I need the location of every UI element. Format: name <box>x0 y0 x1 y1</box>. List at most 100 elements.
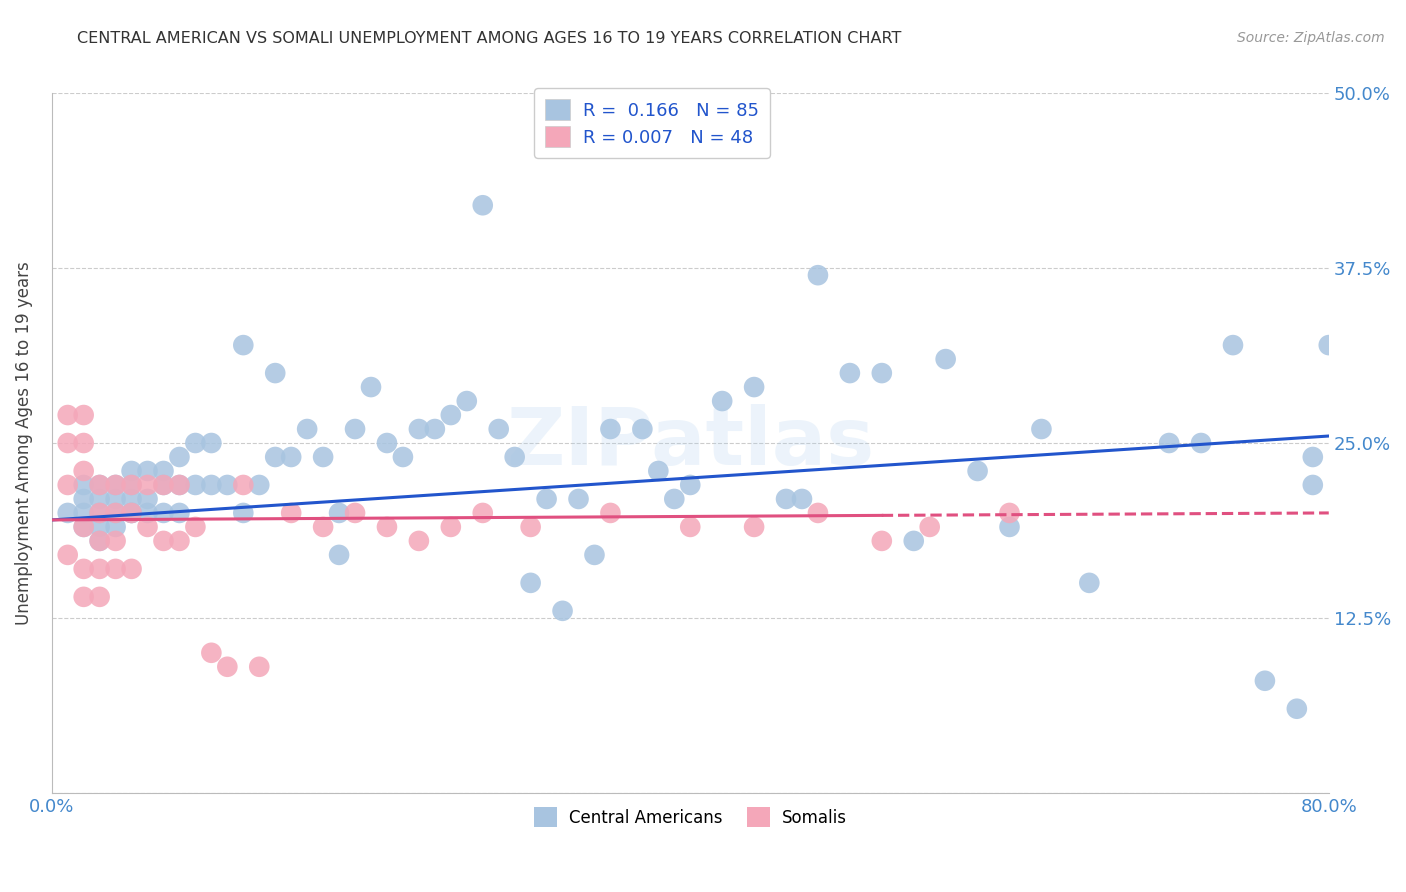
Point <box>89 506 111 520</box>
Point <box>1285 702 1308 716</box>
Point <box>375 520 398 534</box>
Point <box>1031 422 1053 436</box>
Point <box>136 478 159 492</box>
Point <box>583 548 606 562</box>
Point <box>89 590 111 604</box>
Point <box>56 408 79 422</box>
Point <box>89 533 111 548</box>
Point <box>121 506 143 520</box>
Point <box>1302 478 1324 492</box>
Point <box>232 478 254 492</box>
Point <box>184 520 207 534</box>
Point <box>104 533 127 548</box>
Point <box>73 491 96 506</box>
Point <box>392 450 415 464</box>
Point <box>423 422 446 436</box>
Point <box>104 506 127 520</box>
Y-axis label: Unemployment Among Ages 16 to 19 years: Unemployment Among Ages 16 to 19 years <box>15 261 32 625</box>
Point <box>136 464 159 478</box>
Point <box>104 520 127 534</box>
Point <box>344 422 367 436</box>
Point <box>121 506 143 520</box>
Point <box>247 478 270 492</box>
Point <box>679 478 702 492</box>
Point <box>121 491 143 506</box>
Point <box>679 520 702 534</box>
Point <box>104 506 127 520</box>
Point <box>664 491 686 506</box>
Point <box>519 520 541 534</box>
Point <box>73 408 96 422</box>
Point <box>89 478 111 492</box>
Point <box>152 478 174 492</box>
Point <box>184 436 207 450</box>
Point <box>73 590 96 604</box>
Point <box>1189 436 1212 450</box>
Point <box>89 478 111 492</box>
Point <box>599 506 621 520</box>
Point <box>998 506 1021 520</box>
Point <box>918 520 941 534</box>
Point <box>312 520 335 534</box>
Point <box>1078 575 1101 590</box>
Point <box>89 491 111 506</box>
Point <box>264 366 287 380</box>
Point <box>711 394 734 409</box>
Point <box>152 533 174 548</box>
Point <box>200 646 222 660</box>
Point <box>1159 436 1181 450</box>
Point <box>599 422 621 436</box>
Point <box>280 450 302 464</box>
Point <box>200 478 222 492</box>
Point <box>152 464 174 478</box>
Point <box>536 491 558 506</box>
Point <box>998 520 1021 534</box>
Point <box>519 575 541 590</box>
Point <box>73 562 96 576</box>
Point <box>375 436 398 450</box>
Text: ZIPatlas: ZIPatlas <box>506 404 875 482</box>
Text: Source: ZipAtlas.com: Source: ZipAtlas.com <box>1237 31 1385 45</box>
Point <box>104 562 127 576</box>
Point <box>790 491 813 506</box>
Point <box>217 660 239 674</box>
Point <box>1302 450 1324 464</box>
Point <box>56 478 79 492</box>
Point <box>440 520 463 534</box>
Point <box>73 478 96 492</box>
Point <box>56 548 79 562</box>
Point <box>1222 338 1244 352</box>
Point <box>152 478 174 492</box>
Point <box>73 520 96 534</box>
Point <box>328 506 350 520</box>
Point <box>870 366 893 380</box>
Point <box>312 450 335 464</box>
Point <box>456 394 478 409</box>
Point <box>903 533 925 548</box>
Point <box>328 548 350 562</box>
Point <box>471 198 494 212</box>
Point <box>121 506 143 520</box>
Point <box>232 338 254 352</box>
Point <box>280 506 302 520</box>
Point <box>121 478 143 492</box>
Point <box>104 491 127 506</box>
Point <box>775 491 797 506</box>
Point <box>73 436 96 450</box>
Point <box>89 520 111 534</box>
Point <box>471 506 494 520</box>
Point <box>104 478 127 492</box>
Point <box>169 478 191 492</box>
Point <box>56 506 79 520</box>
Point <box>838 366 860 380</box>
Point <box>1317 338 1340 352</box>
Point <box>1254 673 1277 688</box>
Point <box>184 478 207 492</box>
Point <box>169 450 191 464</box>
Point <box>631 422 654 436</box>
Point <box>169 506 191 520</box>
Point <box>360 380 382 394</box>
Point <box>136 520 159 534</box>
Point <box>73 520 96 534</box>
Point <box>200 436 222 450</box>
